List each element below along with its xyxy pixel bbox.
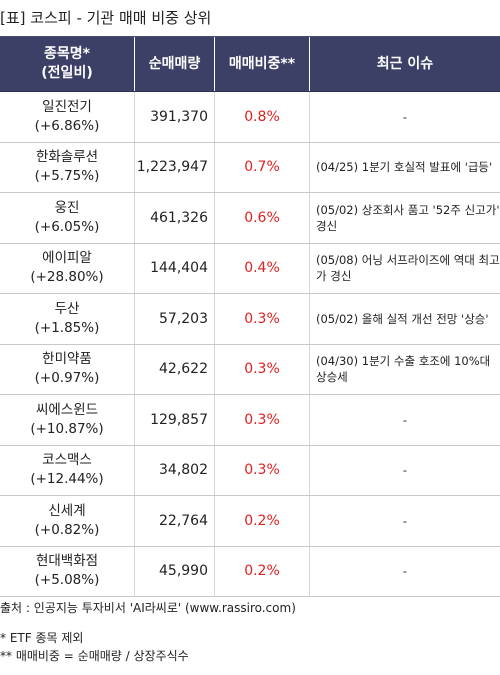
header-recent-issue: 최근 이슈 xyxy=(376,55,434,72)
net-volume: 461,326 xyxy=(135,193,215,243)
trade-ratio: 0.3% xyxy=(215,344,310,394)
stock-name: 두산 xyxy=(54,300,80,317)
stock-name: 코스맥스 xyxy=(42,452,92,469)
stock-change: (+10.87%) xyxy=(30,420,104,437)
stock-change: (+5.08%) xyxy=(34,572,100,589)
stock-name: 신세계 xyxy=(48,502,86,519)
table-row: 한화솔루션 (+5.75%) 1,223,947 0.7% (04/25) 1분기 호실… xyxy=(0,142,500,193)
header-stock-name: 종목명* (전일비) xyxy=(0,37,135,91)
table-body: 일진전기 (+6.86%) 391,370 0.8% - 한화솔루션 (+5.75%) 1,2… xyxy=(0,92,500,597)
trade-ratio: 0.3% xyxy=(215,445,310,495)
table-row: 에이피알 (+28.80%) 144,404 0.4% (05/08) 어닝 서프라이즈… xyxy=(0,243,500,294)
header-stock-name-line1: 종목명* xyxy=(44,46,90,62)
stock-name: 씨에스윈드 xyxy=(35,401,99,418)
table-row: 일진전기 (+6.86%) 391,370 0.8% - xyxy=(0,92,500,143)
stock-change: (+28.80%) xyxy=(30,269,104,286)
recent-issue: (05/02) 올해 실적 개선 전망 '상승' xyxy=(316,311,489,326)
stock-change: (+5.75%) xyxy=(34,168,100,185)
stock-name: 일진전기 xyxy=(42,98,92,115)
stock-change: (+0.97%) xyxy=(34,370,100,387)
table-row: 현대백화점 (+5.08%) 45,990 0.2% - xyxy=(0,546,500,597)
stock-name: 한미약품 xyxy=(42,351,92,368)
table-row: 웅진 (+6.05%) 461,326 0.6% (05/02) 상조회사 품고 '52… xyxy=(0,193,500,244)
trade-ratio: 0.3% xyxy=(215,294,310,344)
footnote-etf: * ETF 종목 제외 xyxy=(0,631,84,645)
recent-issue: - xyxy=(402,513,408,528)
table-row: 씨에스윈드 (+10.87%) 129,857 0.3% - xyxy=(0,395,500,446)
recent-issue: (05/02) 상조회사 품고 '52주 신고가' 경신 xyxy=(316,202,500,233)
stock-name-cell: 두산 (+1.85%) xyxy=(0,294,135,344)
stock-name-cell: 씨에스윈드 (+10.87%) xyxy=(0,395,135,445)
recent-issue: - xyxy=(402,412,408,427)
stock-change: (+0.82%) xyxy=(34,521,100,538)
net-volume: 144,404 xyxy=(135,243,215,293)
net-volume: 57,203 xyxy=(135,294,215,344)
header-stock-name-line2: (전일비) xyxy=(41,65,93,81)
recent-issue: - xyxy=(402,463,408,478)
stock-name: 한화솔루션 xyxy=(35,149,99,166)
stock-name: 에이피알 xyxy=(42,250,92,267)
net-volume: 42,622 xyxy=(135,344,215,394)
net-volume: 1,223,947 xyxy=(135,142,215,192)
trade-ratio: 0.6% xyxy=(215,193,310,243)
header-net-volume: 순매매량 xyxy=(135,37,215,91)
stock-name-cell: 에이피알 (+28.80%) xyxy=(0,243,135,293)
stock-change: (+1.85%) xyxy=(34,319,100,336)
net-volume: 45,990 xyxy=(135,546,215,596)
stock-name-cell: 한미약품 (+0.97%) xyxy=(0,344,135,394)
header-trade-ratio: 매매비중** xyxy=(215,37,310,91)
trade-ratio: 0.2% xyxy=(215,496,310,546)
recent-issue: - xyxy=(402,564,408,579)
stock-name-cell: 현대백화점 (+5.08%) xyxy=(0,546,135,596)
recent-issue: (04/30) 1분기 수출 호조에 10%대 상승세 xyxy=(316,354,491,385)
trade-ratio: 0.8% xyxy=(215,92,310,142)
trade-ratio: 0.7% xyxy=(215,142,310,192)
stock-name: 현대백화점 xyxy=(35,553,99,570)
footnote-ratio: ** 매매비중 = 순매매량 / 상장주식수 xyxy=(0,649,189,663)
table-row: 코스맥스 (+12.44%) 34,802 0.3% - xyxy=(0,445,500,496)
recent-issue: (05/08) 어닝 서프라이즈에 역대 최고가 경신 xyxy=(316,253,500,284)
stock-change: (+6.05%) xyxy=(34,218,100,235)
page-title: [표] 코스피 - 기관 매매 비중 상위 xyxy=(0,9,212,27)
stock-change: (+12.44%) xyxy=(30,471,104,488)
table-row: 신세계 (+0.82%) 22,764 0.2% - xyxy=(0,496,500,547)
trade-ratio: 0.2% xyxy=(215,546,310,596)
stock-name-cell: 코스맥스 (+12.44%) xyxy=(0,445,135,495)
net-volume: 129,857 xyxy=(135,395,215,445)
table-row: 두산 (+1.85%) 57,203 0.3% (05/02) 올해 실적 개선 전망 … xyxy=(0,294,500,345)
trade-ratio: 0.3% xyxy=(215,395,310,445)
trade-ratio: 0.4% xyxy=(215,243,310,293)
stock-name-cell: 한화솔루션 (+5.75%) xyxy=(0,142,135,192)
stock-name-cell: 신세계 (+0.82%) xyxy=(0,496,135,546)
net-volume: 34,802 xyxy=(135,445,215,495)
recent-issue: - xyxy=(402,109,408,124)
table-header: 종목명* (전일비) 순매매량 매매비중** 최근 이슈 xyxy=(0,37,500,92)
stock-name-cell: 일진전기 (+6.86%) xyxy=(0,92,135,142)
table-row: 한미약품 (+0.97%) 42,622 0.3% (04/30) 1분기 수출 호조에… xyxy=(0,344,500,395)
stock-name: 웅진 xyxy=(54,199,80,216)
source-note: 출처 : 인공지능 투자비서 'AI라씨로' (www.rassiro.com) xyxy=(0,601,296,615)
ranking-table: 종목명* (전일비) 순매매량 매매비중** 최근 이슈 일진전기 (+6.86%… xyxy=(0,36,500,597)
stock-change: (+6.86%) xyxy=(34,117,100,134)
recent-issue: (04/25) 1분기 호실적 발표에 '급등' xyxy=(316,160,493,175)
net-volume: 22,764 xyxy=(135,496,215,546)
net-volume: 391,370 xyxy=(135,92,215,142)
stock-name-cell: 웅진 (+6.05%) xyxy=(0,193,135,243)
